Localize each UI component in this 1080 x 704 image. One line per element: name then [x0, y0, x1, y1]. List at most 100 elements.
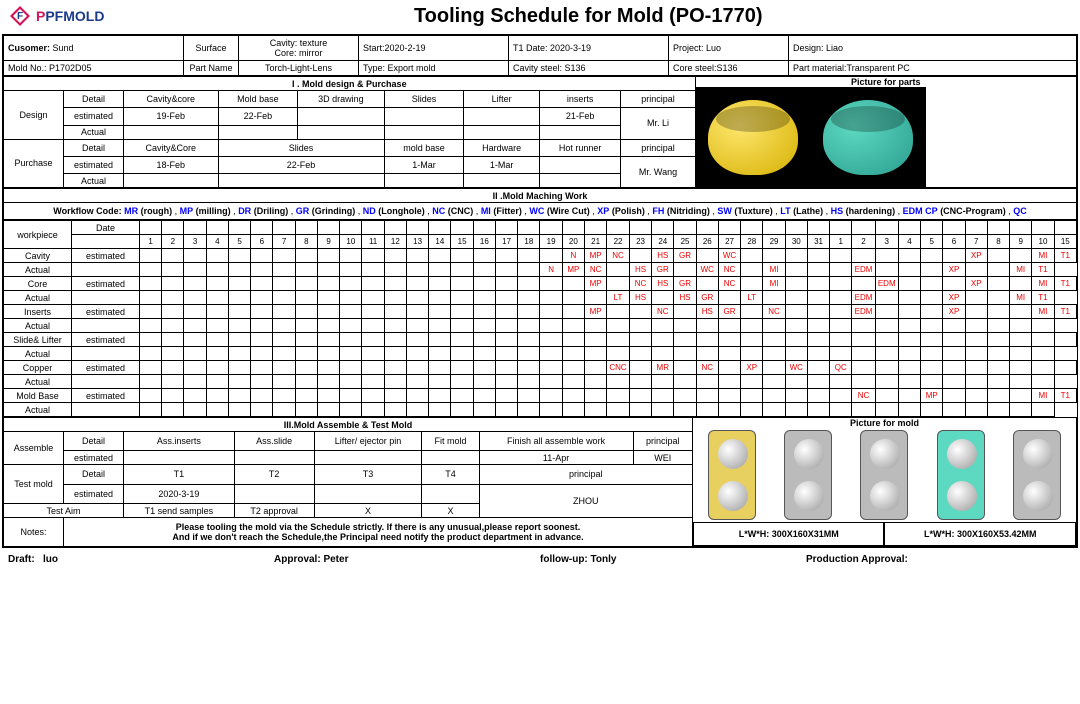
mold-plate-3 [860, 430, 908, 520]
t-col-4: principal [479, 465, 692, 484]
core-finish: Core: mirror [274, 48, 322, 58]
detail-label: Detail [64, 91, 124, 108]
col-principal: principal [621, 91, 695, 108]
col-inserts: inserts [539, 91, 620, 108]
production-approval-label: Production Approval: [806, 554, 1072, 565]
a-col-4: Finish all assemble work [479, 432, 633, 451]
mold-plate-4 [937, 430, 985, 520]
design-principal: Mr. Li [621, 108, 695, 139]
type-value: Export mold [388, 63, 436, 73]
gantt-table: workpieceDate123456789101112131415161718… [3, 220, 1077, 417]
workflow-codes: Workflow Code: MR (rough) , MP (milling)… [4, 203, 1077, 220]
d-est-3 [384, 108, 464, 125]
moldno-label: Mold No.: [8, 63, 47, 73]
p-est-4 [539, 156, 620, 173]
notes-label: Notes: [4, 518, 64, 547]
col-cavitycore: Cavity&core [124, 91, 219, 108]
type-label: Type: [363, 63, 385, 73]
col-moldbase: Mold base [218, 91, 298, 108]
a-col-2: Lifter/ ejector pin [314, 432, 422, 451]
p-est-0: 18-Feb [124, 156, 219, 173]
dim-1: L*W*H: 300X160X31MM [693, 522, 885, 546]
purchase-row-label: Purchase [4, 139, 64, 188]
t-col-1: T2 [234, 465, 314, 484]
customer-label: Cusomer: [8, 43, 50, 53]
detail-label-4: Detail [64, 465, 124, 484]
t-col-0: T1 [124, 465, 235, 484]
partname-value: Torch-Light-Lens [239, 61, 359, 76]
footer: Draft: luo Approval: Peter follow-up: To… [0, 550, 1080, 569]
followup-value: Tonly [591, 554, 617, 565]
main-container: Cusomer: Sund Surface Cavity: textureCor… [2, 34, 1078, 548]
section3-title: III.Mold Assemble & Test Mold [4, 418, 693, 432]
a-est-3 [422, 451, 479, 465]
partname-label: Part Name [184, 61, 239, 76]
section1-table: I . Mold design & Purchase Picture for p… [3, 76, 1077, 188]
partmat-value: Transparent PC [847, 63, 910, 73]
start-label: Start: [363, 43, 385, 53]
p-est-3: 1-Mar [464, 156, 540, 173]
aim-1: T2 approval [234, 504, 314, 518]
col-3d: 3D drawing [298, 91, 384, 108]
a-est-1 [234, 451, 314, 465]
p-col-2: mold base [384, 139, 464, 156]
design-row-label: Design [4, 91, 64, 140]
partmat-label: Part material: [793, 63, 847, 73]
header: F PPFMOLD Tooling Schedule for Mold (PO-… [0, 0, 1080, 32]
actual-label-2: Actual [64, 174, 124, 188]
mold-plate-2 [784, 430, 832, 520]
p-col-1: Slides [218, 139, 384, 156]
design-value: Liao [826, 43, 843, 53]
logo: F PPFMOLD [8, 4, 104, 28]
d-est-5: 21-Feb [539, 108, 620, 125]
t-est-1 [234, 484, 314, 503]
start-value: 2020-2-19 [385, 43, 426, 53]
estimated-label: estimated [64, 108, 124, 125]
aim-3: X [422, 504, 479, 518]
approval-value: Peter [323, 554, 348, 565]
a-col-3: Fit mold [422, 432, 479, 451]
purchase-principal: Mr. Wang [621, 156, 695, 187]
section2-title: II .Mold Maching Work [4, 189, 1077, 203]
cavsteel-value: S136 [565, 63, 586, 73]
estimated-label-4: estimated [64, 484, 124, 503]
testaim-label: Test Aim [4, 504, 124, 518]
p-est-1: 22-Feb [218, 156, 384, 173]
cavity-finish: Cavity: texture [270, 38, 328, 48]
draft-value: luo [43, 554, 58, 565]
project-value: Luo [706, 43, 721, 53]
design-label: Design: [793, 43, 824, 53]
moldno-value: P1702D05 [49, 63, 92, 73]
logo-text: PFMOLD [45, 8, 104, 24]
detail-label-3: Detail [64, 432, 124, 451]
aim-0: T1 send samples [124, 504, 235, 518]
draft-label: Draft: [8, 554, 35, 565]
parts-pic-title: Picture for parts [696, 77, 1076, 87]
p-col-4: Hot runner [539, 139, 620, 156]
mold-plate-1 [708, 430, 756, 520]
p-est-2: 1-Mar [384, 156, 464, 173]
t-col-3: T4 [422, 465, 479, 484]
col-slides: Slides [384, 91, 464, 108]
mold-pictures [693, 428, 1076, 522]
testmold-principal: ZHOU [479, 484, 692, 517]
dim-2: L*W*H: 300X160X53.42MM [884, 522, 1076, 546]
svg-text:F: F [17, 11, 23, 22]
a-col-0: Ass.inserts [124, 432, 235, 451]
estimated-label-2: estimated [64, 156, 124, 173]
a-col-1: Ass.slide [234, 432, 314, 451]
d-est-2 [298, 108, 384, 125]
t-est-3 [422, 484, 479, 503]
a-est-0 [124, 451, 235, 465]
detail-label-2: Detail [64, 139, 124, 156]
assemble-label: Assemble [4, 432, 64, 465]
followup-label: follow-up: [540, 554, 588, 565]
info-table: Cusomer: Sund Surface Cavity: textureCor… [3, 35, 1077, 76]
aim-2: X [314, 504, 422, 518]
d-est-1: 22-Feb [218, 108, 298, 125]
page-title: Tooling Schedule for Mold (PO-1770) [104, 5, 1072, 28]
mold-pic-title: Picture for mold [693, 418, 1076, 428]
notes-text: Please tooling the mold via the Schedule… [64, 518, 693, 547]
cavsteel-label: Cavity steel: [513, 63, 562, 73]
t-est-2 [314, 484, 422, 503]
